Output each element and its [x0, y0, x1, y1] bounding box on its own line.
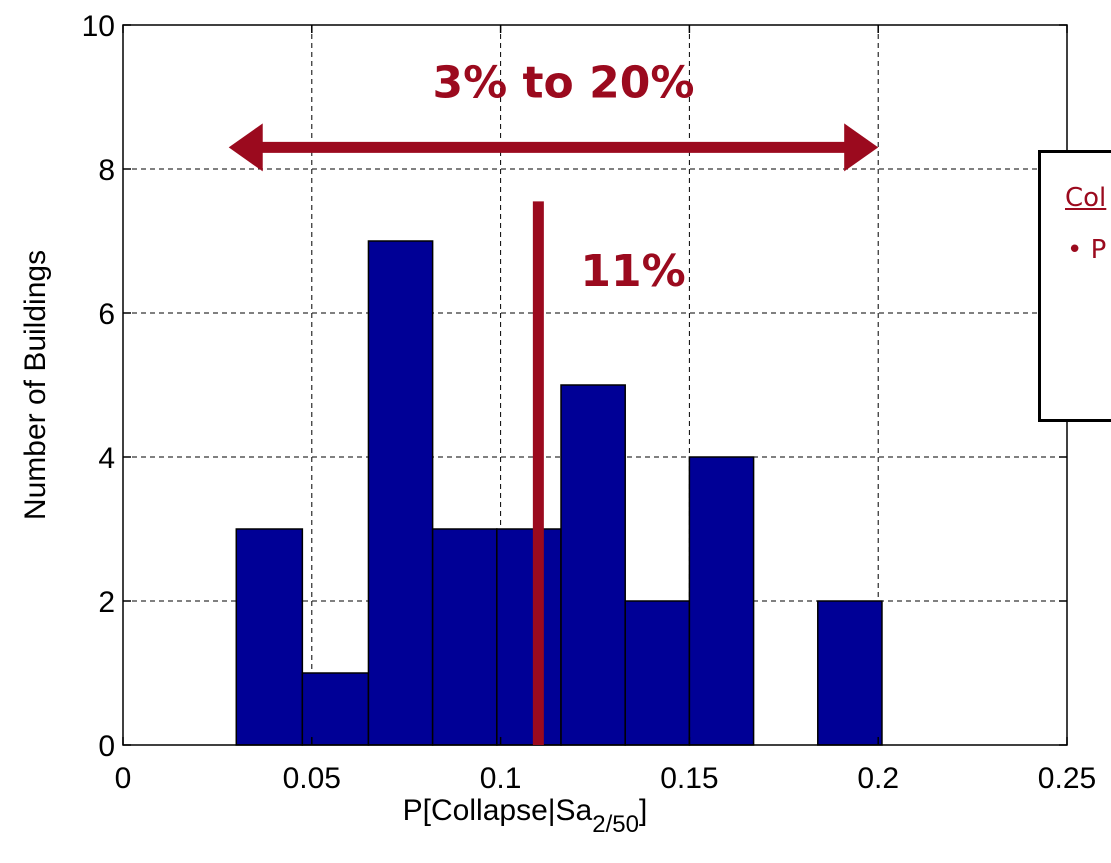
histogram-bars: [236, 241, 882, 745]
histogram-bar: [625, 601, 689, 745]
x-tick-label: 0.2: [857, 762, 899, 795]
x-axis-label-close: ]: [639, 794, 647, 827]
histogram-bar: [689, 457, 753, 745]
x-tick-label: 0.25: [1038, 762, 1096, 795]
callout-title: Col: [1065, 183, 1106, 213]
y-tick-label: 2: [98, 586, 115, 619]
histogram-bar: [818, 601, 882, 745]
x-axis-label: P[Collapse|Sa2/50]: [403, 794, 648, 838]
median-label: 11%: [580, 246, 685, 297]
y-tick-label: 4: [98, 442, 115, 475]
histogram-bar: [497, 529, 561, 745]
y-tick-label: 8: [98, 154, 115, 187]
y-tick-label: 10: [82, 10, 115, 43]
histogram-bar: [236, 529, 302, 745]
histogram-bar: [302, 673, 368, 745]
histogram-bar: [368, 241, 432, 745]
range-arrow: [229, 123, 878, 171]
range-arrow-head-right: [844, 123, 878, 171]
range-arrow-head-left: [229, 123, 263, 171]
histogram-bar: [561, 385, 625, 745]
callout-bullet: • P: [1067, 235, 1106, 265]
x-tick-label: 0.05: [283, 762, 341, 795]
y-tick-label: 0: [98, 730, 115, 763]
x-tick-label: 0: [115, 762, 132, 795]
callout-box: Col • P: [1038, 150, 1111, 422]
x-tick-label: 0.15: [660, 762, 718, 795]
x-axis-label-subscript: 2/50: [592, 811, 639, 838]
range-label: 3% to 20%: [433, 58, 695, 109]
histogram-bar: [433, 529, 497, 745]
y-axis-label: Number of Buildings: [19, 250, 52, 520]
x-tick-label: 0.1: [480, 762, 522, 795]
y-tick-label: 6: [98, 298, 115, 331]
x-axis-label-main: P[Collapse|Sa: [403, 794, 593, 827]
